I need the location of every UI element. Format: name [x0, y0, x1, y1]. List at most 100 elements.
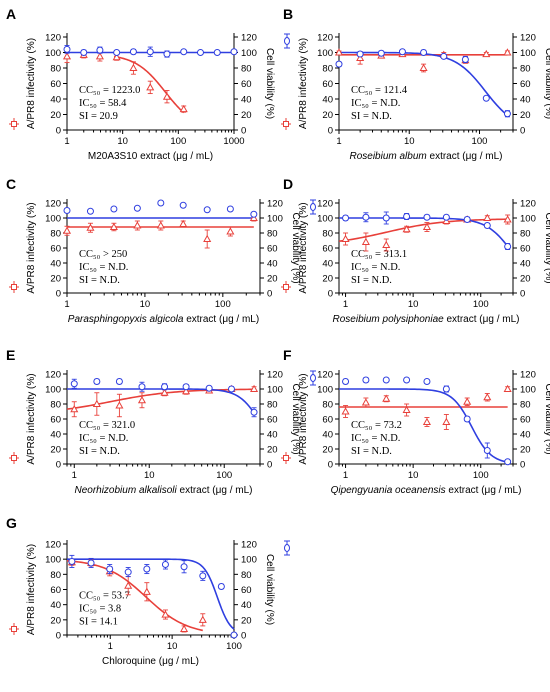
right-y-tick-label: 40	[241, 600, 252, 611]
viability-point	[182, 383, 190, 391]
viability-legend-key	[310, 370, 316, 386]
right-y-tick-label: 40	[520, 95, 531, 106]
viability-point	[483, 222, 491, 229]
y-tick-label: 20	[50, 445, 61, 456]
si-label: SI = N.D.	[351, 446, 392, 457]
right-y-label: Cell viability (%)	[264, 48, 275, 119]
panel-letter: C	[6, 176, 16, 192]
infectivity-legend-key	[281, 452, 291, 464]
infectivity-point	[142, 582, 151, 602]
viability-point	[423, 213, 431, 221]
infectivity-point	[503, 384, 512, 393]
y-tick-label: 100	[317, 214, 333, 225]
infectivity-point	[503, 214, 512, 225]
viability-point	[213, 49, 221, 56]
x-label-name: Qipengyuania oceanensis	[331, 485, 446, 496]
right-y-tick-label: 80	[241, 570, 252, 581]
right-y-tick-label: 100	[241, 555, 257, 566]
y-tick-label: 80	[322, 64, 333, 75]
infectivity-point	[382, 238, 391, 252]
y-tick-label: 60	[50, 585, 61, 596]
si-label: SI = 14.1	[79, 617, 118, 628]
right-y-tick-label: 20	[520, 274, 531, 285]
y-tick-label: 80	[50, 400, 61, 411]
y-tick-label: 100	[45, 385, 61, 396]
infectivity-point	[442, 414, 451, 430]
right-y-tick-label: 100	[520, 214, 536, 225]
right-y-tick-label: 0	[520, 289, 525, 300]
ic50-label: IC₅₀ = 3.8	[79, 604, 121, 615]
viability-point	[113, 49, 121, 56]
cc50-label: CC₅₀ > 250	[79, 249, 127, 260]
viability-point	[180, 560, 188, 574]
x-label-unit: extract (μg / mL)	[444, 314, 520, 325]
infectivity-point	[129, 61, 138, 75]
y-tick-label: 0	[56, 126, 61, 137]
right-y-tick-label: 120	[520, 33, 536, 44]
right-y-label: Cell viability (%)	[543, 48, 550, 119]
viability-point	[68, 554, 76, 568]
y-tick-label: 60	[50, 79, 61, 90]
x-label-name: Roseibium album	[349, 151, 426, 162]
right-y-label: Cell viability (%)	[543, 212, 550, 283]
infectivity-legend-key	[9, 452, 19, 464]
si-label: SI = N.D.	[351, 111, 392, 122]
right-y-tick-label: 60	[241, 79, 252, 90]
y-tick-label: 80	[322, 229, 333, 240]
right-y-tick-label: 100	[241, 48, 257, 59]
x-label-name: Parasphingopyxis algicola	[68, 314, 184, 325]
panel-letter: E	[6, 347, 15, 363]
viability-point	[161, 383, 169, 391]
right-y-tick-label: 40	[520, 259, 531, 270]
y-tick-label: 60	[322, 415, 333, 426]
viability-point	[377, 49, 385, 57]
infectivity-point	[402, 403, 411, 417]
right-y-tick-label: 60	[267, 244, 278, 255]
right-y-tick-label: 0	[241, 126, 246, 137]
si-label: SI = N.D.	[79, 446, 120, 457]
left-y-label: A/PR8 infectivity (%)	[298, 38, 309, 129]
si-label: SI = N.D.	[79, 275, 120, 286]
viability-point	[87, 557, 95, 568]
infectivity-point	[402, 225, 411, 233]
viability-point	[199, 570, 207, 581]
x-tick-label: 1000	[223, 136, 244, 147]
viability-point	[442, 213, 450, 221]
right-y-label: Cell viability (%)	[290, 212, 301, 283]
infectivity-point	[250, 384, 259, 393]
panel-letter: G	[6, 515, 17, 531]
ic50-label: IC₅₀ = N.D.	[351, 98, 400, 109]
infectivity-point	[109, 222, 118, 232]
right-y-tick-label: 120	[267, 199, 283, 210]
right-y-tick-label: 40	[241, 95, 252, 106]
y-tick-label: 60	[322, 244, 333, 255]
y-tick-label: 120	[45, 33, 61, 44]
infectivity-point	[203, 229, 212, 249]
right-y-label: Cell viability (%)	[543, 383, 550, 454]
x-tick-label: 10	[117, 136, 128, 147]
y-tick-label: 0	[56, 460, 61, 471]
y-tick-label: 40	[50, 600, 61, 611]
y-tick-label: 20	[322, 274, 333, 285]
infectivity-point	[226, 226, 235, 237]
x-tick-label: 1	[64, 136, 69, 147]
viability-point	[356, 50, 364, 58]
cc50-label: CC₅₀ = 121.4	[351, 85, 408, 96]
cc50-label: CC₅₀ = 53.7	[79, 591, 130, 602]
right-y-tick-label: 0	[520, 460, 525, 471]
infectivity-point	[137, 392, 147, 409]
infectivity-point	[361, 232, 370, 252]
infectivity-point	[146, 80, 155, 95]
viability-point	[483, 442, 491, 459]
viability-point	[86, 207, 94, 215]
cc50-label: CC₅₀ = 313.1	[351, 249, 407, 260]
viability-point	[129, 48, 137, 56]
y-tick-label: 20	[50, 615, 61, 626]
x-tick-label: 100	[215, 299, 231, 310]
ic50-label: IC₅₀ = N.D.	[79, 262, 128, 273]
y-tick-label: 120	[317, 199, 333, 210]
y-tick-label: 120	[45, 370, 61, 381]
